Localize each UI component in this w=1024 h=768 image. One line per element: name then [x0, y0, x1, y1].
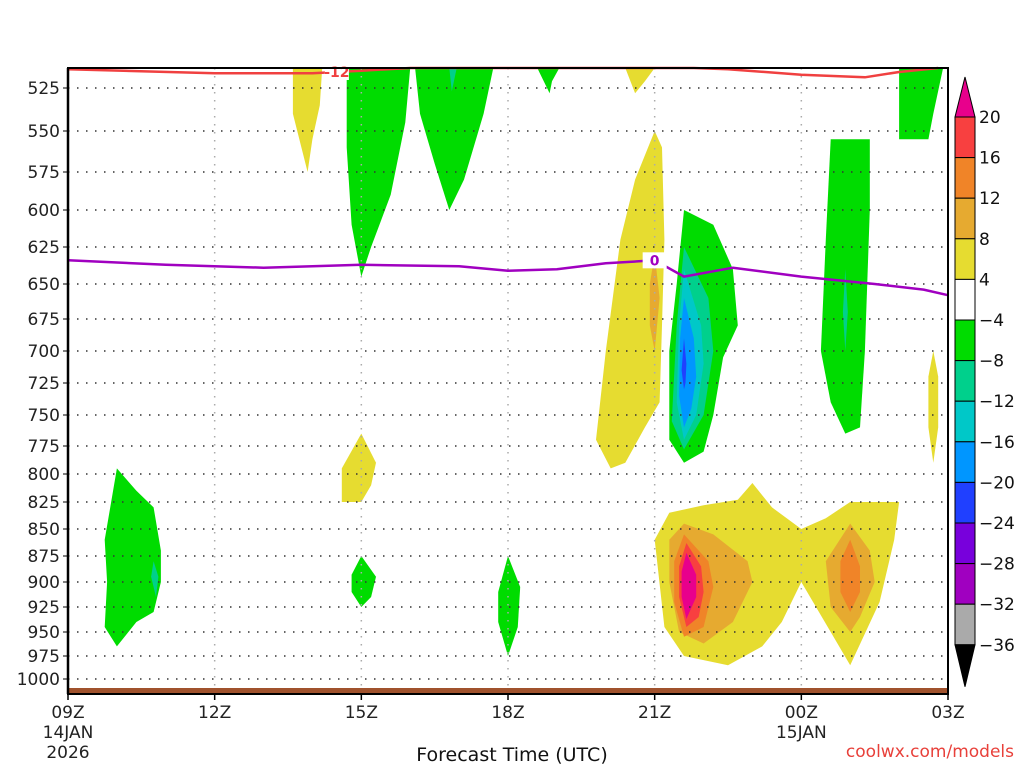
x-tick-label-00Z: 00Z — [785, 703, 818, 723]
y-tick-label-700: 700 — [28, 342, 60, 362]
omega-shading-layer — [0, 0, 1024, 666]
top-mask — [0, 0, 1024, 67]
y-tick-label-575: 575 — [28, 163, 60, 183]
x-tick-year-2026: 2026 — [46, 743, 89, 763]
colorbar-label--24: −24 — [979, 514, 1015, 534]
colorbar-bin — [954, 360, 976, 402]
omega-region-4-16 — [928, 351, 939, 463]
colorbar-label--28: −28 — [979, 555, 1015, 575]
y-tick-label-850: 850 — [28, 520, 60, 540]
colorbar-bin — [954, 319, 976, 362]
omega-region--4-2 — [415, 68, 494, 210]
y-tick-label-625: 625 — [28, 238, 60, 258]
colorbar-bin — [954, 157, 976, 199]
x-tick-date-15JAN: 15JAN — [776, 723, 827, 743]
omega-region--4-21 — [498, 556, 521, 656]
colorbar-max-arrow — [954, 76, 976, 118]
colorbar-label--16: −16 — [979, 433, 1015, 453]
omega-region--16-12 — [679, 298, 697, 428]
colorbar-label--36: −36 — [979, 636, 1015, 656]
y-tick-label-875: 875 — [28, 547, 60, 567]
y-tick-label-550: 550 — [28, 122, 60, 142]
x-tick-label-15Z: 15Z — [345, 703, 378, 723]
colorbar-bin — [954, 400, 976, 443]
colorbar-label--8: −8 — [979, 352, 1004, 372]
colorbar-bin — [954, 563, 976, 605]
colorbar: 20 16 12 8 4 −4 −8 −12 −16 −20 −24 −28 −32 −36 — [954, 76, 1015, 687]
omega-region--4-1 — [346, 68, 411, 277]
colorbar-label--12: −12 — [979, 392, 1015, 412]
omega-region--4-6 — [899, 68, 944, 140]
y-tick-label-1000: 1000 — [17, 670, 60, 690]
y-tick-label-825: 825 — [28, 493, 60, 513]
x-tick-label-12Z: 12Z — [198, 703, 231, 723]
omega-region-4-5 — [625, 68, 655, 94]
credit-link[interactable]: coolwx.com/models — [845, 742, 1014, 762]
colorbar-label-20: 20 — [979, 108, 1001, 128]
colorbar-label--20: −20 — [979, 473, 1015, 493]
colorbar-bin — [954, 197, 976, 240]
contour-label-bg — [642, 252, 667, 269]
colorbar-bin — [954, 116, 976, 159]
colorbar-bin — [954, 603, 976, 646]
colorbar-label-12: 12 — [979, 189, 1001, 209]
omega-region--4-18 — [104, 468, 161, 647]
colorbar-bin — [954, 441, 976, 483]
omega-region--4-4 — [537, 68, 560, 94]
y-tick-label-775: 775 — [28, 437, 60, 457]
y-axis: 525 550 575 600 625 650 675 700 725 750 775 800 825 8… — [17, 68, 70, 694]
y-tick-label-600: 600 — [28, 201, 60, 221]
colorbar-min-arrow — [954, 644, 976, 687]
y-tick-label-750: 750 — [28, 406, 60, 426]
colorbar-bin — [954, 522, 976, 565]
colorbar-label-16: 16 — [979, 149, 1001, 169]
y-tick-label-925: 925 — [28, 598, 60, 618]
x-tick-date-14JAN: 14JAN — [43, 723, 94, 743]
omega-region--20-13 — [681, 338, 687, 390]
contour-label-zero: 0 — [650, 253, 660, 269]
omega-region-12-26 — [840, 539, 860, 612]
colorbar-bin — [954, 238, 976, 280]
colorbar-label--4: −4 — [979, 311, 1004, 331]
y-tick-label-650: 650 — [28, 275, 60, 295]
colorbar-bin — [954, 481, 976, 524]
colorbar-bin — [954, 278, 976, 321]
y-tick-label-525: 525 — [28, 79, 60, 99]
x-axis-title: Forecast Time (UTC) — [416, 744, 608, 766]
y-tick-label-725: 725 — [28, 374, 60, 394]
x-tick-label-21Z: 21Z — [638, 703, 671, 723]
contour-line-freezing-level — [67, 259, 949, 297]
y-tick-label-800: 800 — [28, 465, 60, 485]
y-tick-label-950: 950 — [28, 623, 60, 643]
grid-layer — [68, 68, 948, 694]
ground-surface-bar — [69, 688, 948, 694]
omega-region--4-20 — [351, 556, 376, 607]
omega-region-4-17 — [341, 433, 376, 502]
colorbar-label-4: 4 — [979, 270, 990, 290]
omega-region--8-19 — [151, 561, 159, 597]
omega-region-4-7 — [596, 131, 665, 469]
x-tick-label-09Z: 09Z — [51, 703, 84, 723]
omega-region-4-0 — [292, 68, 323, 172]
colorbar-label-8: 8 — [979, 230, 990, 250]
omega-region-20-28 — [681, 552, 697, 619]
y-tick-label-675: 675 — [28, 310, 60, 330]
x-tick-label-18Z: 18Z — [491, 703, 524, 723]
x-tick-label-03Z: 03Z — [931, 703, 964, 723]
colorbar-label--32: −32 — [979, 595, 1015, 615]
y-tick-label-975: 975 — [28, 647, 60, 667]
omega-region-8-8 — [649, 254, 660, 351]
contour-line-dendritic-minus12 — [67, 66, 939, 79]
omega-region--8-3 — [449, 68, 457, 92]
omega-region--8-15 — [842, 269, 848, 351]
y-tick-label-900: 900 — [28, 573, 60, 593]
